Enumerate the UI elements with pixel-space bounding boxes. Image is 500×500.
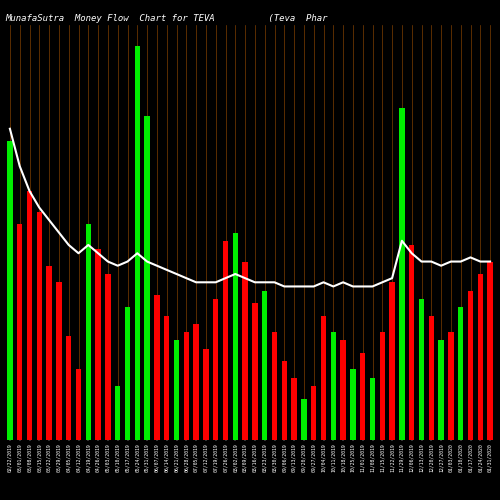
Bar xyxy=(96,249,101,440)
Bar xyxy=(478,274,483,440)
Bar xyxy=(46,266,52,440)
Bar xyxy=(282,361,287,440)
Bar xyxy=(399,108,404,440)
Bar xyxy=(252,303,258,440)
Bar xyxy=(86,224,91,440)
Bar xyxy=(262,290,268,440)
Bar xyxy=(311,386,316,440)
Bar xyxy=(330,332,336,440)
Bar xyxy=(419,299,424,440)
Bar xyxy=(242,262,248,440)
Bar xyxy=(115,386,120,440)
Bar xyxy=(164,316,170,440)
Bar xyxy=(27,191,32,440)
Bar xyxy=(7,141,12,440)
Bar xyxy=(66,336,71,440)
Bar xyxy=(380,332,385,440)
Bar xyxy=(154,294,160,440)
Bar xyxy=(36,212,42,440)
Bar xyxy=(203,348,208,440)
Bar xyxy=(184,332,189,440)
Bar xyxy=(448,332,454,440)
Bar xyxy=(350,370,356,440)
Text: MunafaSutra  Money Flow  Chart for TEVA          (Teva  Phar                    : MunafaSutra Money Flow Chart for TEVA (T… xyxy=(5,14,500,23)
Bar xyxy=(105,274,110,440)
Bar xyxy=(17,224,22,440)
Bar xyxy=(360,353,366,440)
Bar xyxy=(428,316,434,440)
Bar xyxy=(232,232,238,440)
Bar xyxy=(213,299,218,440)
Bar xyxy=(134,46,140,440)
Bar xyxy=(340,340,346,440)
Bar xyxy=(223,241,228,440)
Bar xyxy=(468,290,473,440)
Bar xyxy=(390,282,395,440)
Bar xyxy=(174,340,179,440)
Bar xyxy=(76,370,81,440)
Bar xyxy=(370,378,375,440)
Bar xyxy=(292,378,297,440)
Bar xyxy=(321,316,326,440)
Bar xyxy=(488,262,493,440)
Bar xyxy=(301,398,306,440)
Bar xyxy=(194,324,199,440)
Bar xyxy=(125,307,130,440)
Bar xyxy=(438,340,444,440)
Bar xyxy=(272,332,277,440)
Bar xyxy=(458,307,464,440)
Bar xyxy=(409,245,414,440)
Bar xyxy=(56,282,62,440)
Bar xyxy=(144,116,150,440)
